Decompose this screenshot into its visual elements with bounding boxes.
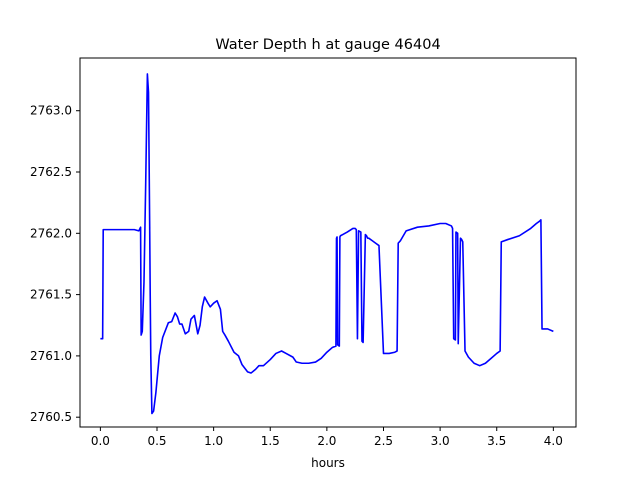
y-tick-label: 2763.0 — [30, 104, 72, 118]
y-axis: 2760.5 2761.0 2761.5 2762.0 2762.5 2763.0 — [30, 104, 80, 424]
y-tick-label: 2761.5 — [30, 288, 72, 302]
y-tick-label: 2761.0 — [30, 349, 72, 363]
x-axis-label: hours — [311, 456, 345, 470]
x-tick-label: 4.0 — [544, 434, 563, 448]
plot-area: 0.0 0.5 1.0 1.5 2.0 2.5 3.0 3.5 4.0 2760.5 2761.0… — [30, 57, 577, 448]
x-tick-label: 2.0 — [317, 434, 336, 448]
y-tick-label: 2762.5 — [30, 165, 72, 179]
x-tick-label: 1.5 — [261, 434, 280, 448]
x-tick-label: 0.5 — [147, 434, 166, 448]
x-tick-label: 2.5 — [374, 434, 393, 448]
x-tick-label: 1.0 — [204, 434, 223, 448]
x-tick-label: 0.0 — [91, 434, 110, 448]
x-tick-label: 3.5 — [487, 434, 506, 448]
series-line — [100, 73, 554, 415]
x-axis: 0.0 0.5 1.0 1.5 2.0 2.5 3.0 3.5 4.0 — [91, 427, 563, 448]
y-tick-label: 2762.0 — [30, 226, 72, 240]
chart-title: Water Depth h at gauge 46404 — [215, 37, 440, 53]
y-tick-label: 2760.5 — [30, 410, 72, 424]
x-tick-label: 3.0 — [431, 434, 450, 448]
plot-frame — [79, 57, 577, 428]
